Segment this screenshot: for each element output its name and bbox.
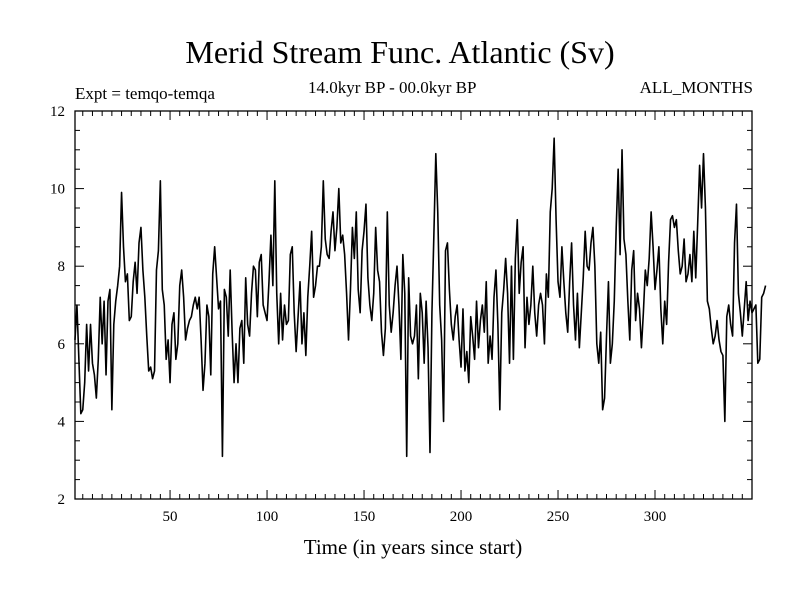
- months-label: ALL_MONTHS: [639, 78, 753, 97]
- y-tick-label: 8: [58, 259, 66, 275]
- chart-title: Merid Stream Func. Atlantic (Sv): [185, 34, 615, 70]
- y-tick-labels: 2 4 6 8 10 12: [50, 104, 66, 508]
- period-label: 14.0kyr BP - 00.0kyr BP: [308, 78, 477, 97]
- x-tick-label: 50: [163, 509, 178, 525]
- x-tick-label: 200: [450, 509, 473, 525]
- axis-ticks: [75, 110, 753, 500]
- series-group: [74, 137, 767, 458]
- x-tick-label: 300: [644, 509, 667, 525]
- y-tick-label: 4: [58, 414, 66, 430]
- series-line: [74, 137, 767, 458]
- y-tick-label: 2: [58, 492, 66, 508]
- y-tick-label: 10: [50, 182, 65, 198]
- x-tick-label: 250: [547, 509, 570, 525]
- y-tick-label: 12: [50, 104, 65, 120]
- y-tick-label: 6: [58, 337, 66, 353]
- x-axis-label: Time (in years since start): [303, 535, 523, 559]
- x-tick-labels: 50 100 150 200 250 300: [163, 509, 667, 525]
- experiment-label: Expt = temqo-temqa: [75, 84, 215, 103]
- plot-frame: [74, 110, 753, 500]
- x-tick-label: 150: [353, 509, 376, 525]
- x-tick-label: 100: [256, 509, 279, 525]
